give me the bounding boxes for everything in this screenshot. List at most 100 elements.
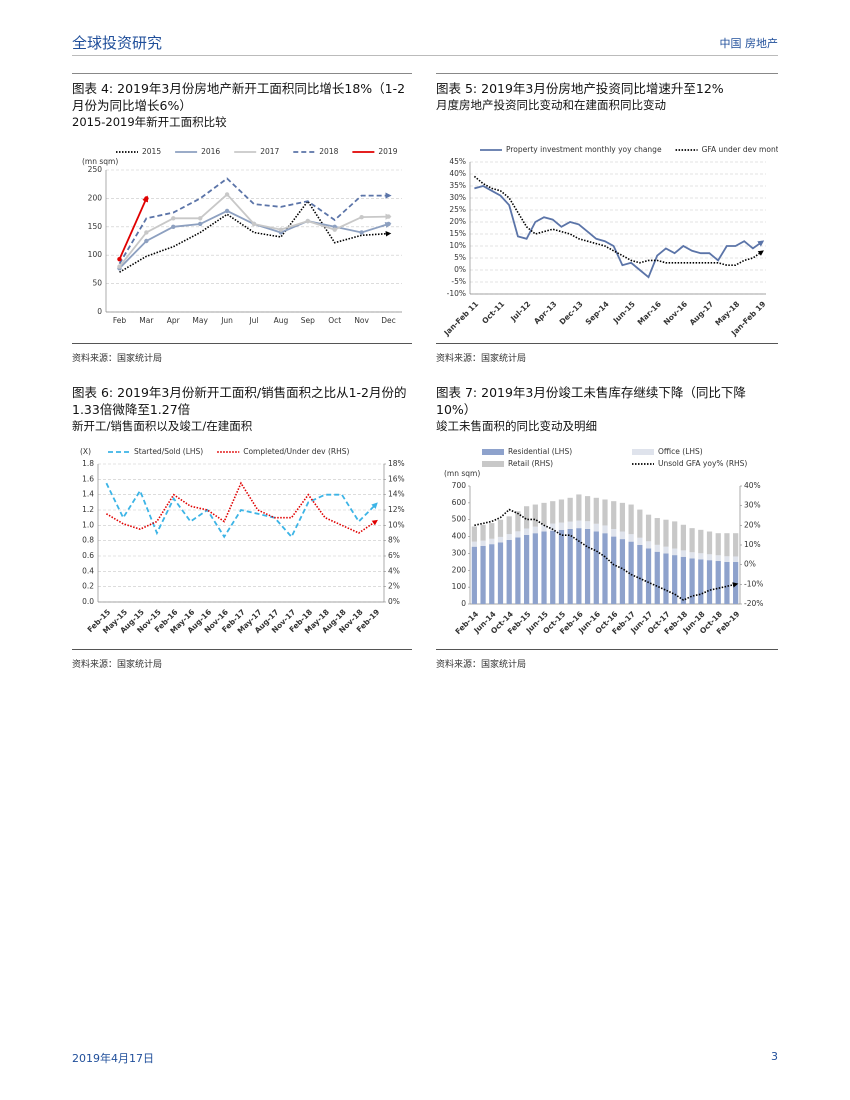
- y2-tick-label: 10%: [388, 520, 405, 529]
- bar-segment: [689, 552, 695, 559]
- y-tick-label: 100: [452, 582, 467, 591]
- bar-segment: [497, 519, 504, 537]
- bar-segment: [489, 523, 495, 539]
- source: 资料来源：国家统计局: [436, 354, 527, 364]
- y2-tick-label: 20%: [744, 520, 761, 529]
- bar-segment: [689, 558, 695, 604]
- figure-title-block: 图表 7: 2019年3月份竣工未售库存继续下降（同比下降10%） 竣工未售面积…: [436, 384, 778, 435]
- legend-label: 2019: [378, 147, 397, 156]
- point-marker: [117, 264, 122, 269]
- point-marker: [117, 256, 122, 262]
- bar-segment: [645, 548, 652, 604]
- chart: -10% -5% 0% 5% 10% 15% 20% 25% 30% 35% 40% 45% Jan-F…: [442, 145, 778, 338]
- bar-segment: [715, 561, 721, 604]
- y2-tick-label: 6%: [388, 551, 400, 560]
- y-tick-label: 0.8: [82, 536, 94, 545]
- point-marker: [197, 221, 203, 227]
- y-tick-label: 300: [452, 548, 467, 557]
- bar-segment: [645, 541, 652, 549]
- bar-segment: [611, 501, 617, 529]
- y2-tick-label: 18%: [388, 459, 405, 468]
- y-tick-label: 1.8: [82, 459, 94, 468]
- x-tick-label: Feb: [113, 316, 127, 325]
- bar-segment: [645, 514, 652, 542]
- x-tick-label: Apr: [167, 316, 181, 325]
- point-marker: [278, 227, 284, 232]
- bar-segment: [724, 561, 730, 604]
- bar-segment: [628, 534, 634, 542]
- bar-segment: [593, 523, 599, 532]
- chart: 0 100 200 300 400 500 600 700 -20% -10% 0% 10% 20% 30…: [444, 447, 763, 636]
- point-marker: [171, 216, 176, 221]
- bar-segment: [602, 533, 608, 604]
- bar-segment: [724, 556, 730, 562]
- bar-segment: [628, 504, 634, 535]
- point-marker: [224, 208, 230, 214]
- bar-segment: [541, 524, 547, 532]
- point-marker: [359, 230, 364, 235]
- y-tick-label: 0.0: [82, 597, 94, 606]
- y-tick-label: 0.2: [82, 582, 94, 591]
- bar-segment: [637, 545, 643, 604]
- bar-segment: [489, 544, 495, 604]
- rule: [72, 73, 412, 74]
- figure-title: 图表 7: 2019年3月份竣工未售库存继续下降（同比下降10%）: [436, 385, 746, 417]
- y-tick-label: 150: [88, 222, 103, 231]
- bar-segment: [506, 516, 512, 535]
- chart: 0.0 0.2 0.4 0.6 0.8 1.0 1.2 1.4 1.6 1.8 0% 2% 4% 6% 8%…: [80, 447, 405, 636]
- point-marker: [305, 218, 311, 224]
- y-tick-label: 400: [452, 532, 467, 541]
- y-tick-label: -10%: [447, 289, 466, 298]
- footer-date: 2019年4月17日: [72, 1052, 154, 1065]
- x-tick-label: Jul: [248, 316, 258, 325]
- legend-label: 2016: [201, 147, 220, 156]
- x-tick-label: Dec-13: [558, 299, 585, 326]
- bar-segment: [689, 528, 695, 553]
- bar-segment: [506, 534, 512, 540]
- figure-subtitle: 竣工未售面积的同比变动及明细: [436, 419, 597, 433]
- figure-title: 图表 4: 2019年3月份房地产新开工面积同比增长18%（1-2月份为同比增长…: [72, 81, 406, 113]
- y-tick-label: -5%: [451, 277, 466, 286]
- legend-label: Completed/Under dev (RHS): [243, 447, 349, 456]
- legend-label: Unsold GFA yoy% (RHS): [658, 459, 747, 468]
- bar-segment: [558, 499, 565, 523]
- point-marker: [171, 224, 176, 229]
- bar-segment: [506, 539, 512, 604]
- point-marker: [224, 192, 230, 197]
- y2-tick-label: 2%: [388, 582, 400, 591]
- bar-segment: [611, 528, 617, 537]
- bar-segment: [497, 536, 504, 543]
- source: 资料来源：国家统计局: [72, 354, 163, 364]
- y2-tick-label: -20%: [744, 599, 763, 608]
- x-tick-label: Jun: [220, 316, 233, 325]
- rule: [436, 343, 778, 344]
- bar-segment: [672, 548, 678, 556]
- footer-page: 3: [771, 1050, 778, 1063]
- figure-subtitle: 新开工/销售面积以及竣工/在建面积: [72, 419, 253, 433]
- y-tick-label: 10%: [449, 241, 466, 250]
- bar-segment: [724, 533, 730, 557]
- bar-segment: [628, 541, 634, 604]
- bar-segment: [593, 531, 599, 604]
- bar-segment: [576, 528, 582, 604]
- bar-segment: [593, 497, 599, 524]
- legend-label: 2018: [319, 147, 338, 156]
- bar-segment: [541, 531, 547, 604]
- y-tick-label: 0: [461, 599, 466, 608]
- x-tick-label: Jun-15: [611, 299, 637, 325]
- legend-label: Started/Sold (LHS): [134, 447, 203, 456]
- y-tick-label: 1.4: [82, 490, 94, 499]
- bar-segment: [654, 544, 660, 552]
- bar-segment: [471, 541, 477, 547]
- x-tick-label: Mar: [139, 316, 154, 325]
- x-tick-label: Mar-16: [636, 299, 663, 326]
- bar-segment: [532, 504, 538, 527]
- y-tick-label: 600: [452, 498, 467, 507]
- bar-segment: [532, 533, 538, 604]
- x-tick-label: Oct-11: [480, 299, 506, 325]
- header-left: 全球投资研究: [72, 34, 163, 52]
- y-tick-label: 0.6: [82, 551, 94, 560]
- y2-tick-label: 30%: [744, 501, 761, 510]
- legend-swatch: [482, 461, 504, 467]
